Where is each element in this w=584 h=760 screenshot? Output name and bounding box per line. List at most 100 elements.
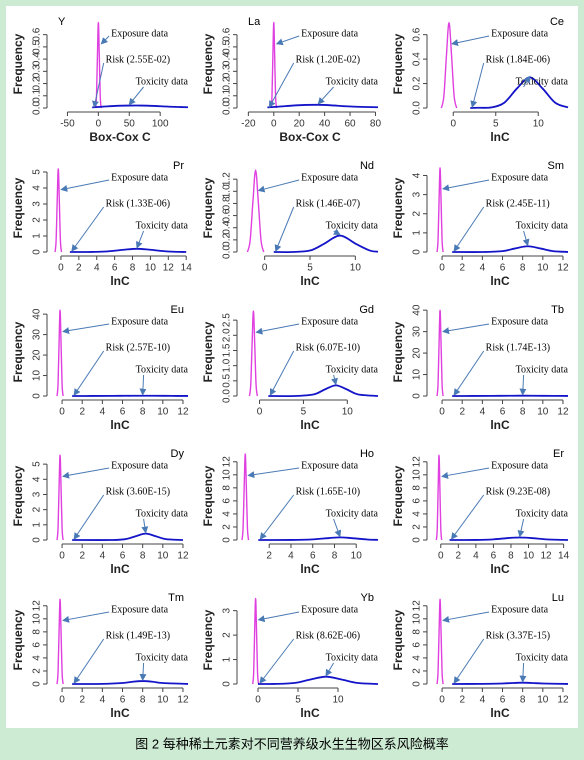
annotation: Exposure data xyxy=(301,172,358,183)
y-tick-label: 1.0 xyxy=(222,358,233,372)
y-tick-label: 0 xyxy=(222,537,233,543)
annotation: Exposure data xyxy=(491,604,548,615)
y-tick-label: 0.6 xyxy=(412,27,423,41)
density-curve xyxy=(452,681,569,685)
y-tick-label: 1 xyxy=(412,230,423,236)
annotation: Exposure data xyxy=(301,28,358,39)
y-tick-label: 2 xyxy=(412,524,423,530)
annotation-arrow xyxy=(453,350,485,396)
y-tick-label: 0.4 xyxy=(32,52,43,66)
x-tick-label: 5 xyxy=(493,119,499,130)
x-tick-label: 0 xyxy=(59,551,65,562)
x-tick-label: 5 xyxy=(295,695,301,706)
y-tick-label: 20 xyxy=(32,349,43,361)
x-tick-label: 12 xyxy=(541,551,553,562)
y-axis-label: Frequency xyxy=(201,177,215,238)
annotation: Risk (1.49E-13) xyxy=(106,630,170,641)
x-axis-label: Box-Cox C xyxy=(279,130,341,144)
annotation: Toxicity data xyxy=(326,76,379,87)
x-tick-label: 5 xyxy=(307,263,313,274)
density-curve xyxy=(435,454,443,541)
annotation: Toxicity data xyxy=(326,652,379,663)
y-axis-label: Frequency xyxy=(201,465,215,526)
x-tick-label: 6 xyxy=(120,695,126,706)
y-tick-label: 12 xyxy=(412,600,423,612)
annotation: Risk (3.37E-15) xyxy=(486,630,550,641)
y-tick-label: 1.5 xyxy=(222,343,233,357)
y-axis-label: Frequency xyxy=(11,321,25,382)
x-tick-label: 6 xyxy=(500,695,506,706)
annotation-arrow xyxy=(517,518,525,538)
x-tick-label: 8 xyxy=(520,407,526,418)
x-tick-label: 8 xyxy=(140,695,146,706)
density-curve xyxy=(273,234,379,254)
annotation-arrow xyxy=(470,62,485,108)
y-tick-label: 5 xyxy=(32,169,43,175)
annotation-arrow xyxy=(519,374,527,396)
y-tick-label: 8 xyxy=(222,485,233,491)
y-axis-label: Frequency xyxy=(11,33,25,94)
y-tick-label: 6 xyxy=(412,642,423,648)
y-tick-label: 20 xyxy=(412,347,423,359)
y-tick-label: 2.5 xyxy=(222,313,233,327)
subplot: 0 10 20 30 40 0 2 4 6 8 10 12 lnC Frequency EuExposure… xyxy=(11,304,189,432)
annotation-arrow xyxy=(453,638,485,684)
annotation-arrow xyxy=(332,228,341,236)
x-axis-label: lnC xyxy=(110,418,130,432)
density-curve xyxy=(470,76,569,109)
x-tick-label: 6 xyxy=(112,263,118,274)
annotation: Toxicity data xyxy=(516,220,569,231)
density-curve xyxy=(246,169,265,253)
annotation-arrow xyxy=(442,611,490,623)
x-tick-label: 8 xyxy=(140,551,146,562)
annotation: Risk (9.23E-08) xyxy=(486,486,550,497)
subplot-title: Er xyxy=(553,448,564,460)
annotation: Risk (3.60E-15) xyxy=(106,486,170,497)
annotation: Toxicity data xyxy=(136,508,189,519)
density-curve xyxy=(449,536,569,541)
annotation: Toxicity data xyxy=(326,364,379,375)
annotation: Risk (2.55E-02) xyxy=(106,54,170,65)
subplot-title: Tm xyxy=(168,592,184,604)
y-tick-label: 0.6 xyxy=(222,27,233,41)
subplot-title: Ho xyxy=(360,448,374,460)
annotation-arrow xyxy=(333,518,342,538)
annotation: Toxicity data xyxy=(326,220,379,231)
y-tick-label: 10 xyxy=(412,613,423,625)
x-tick-label: 8 xyxy=(520,263,526,274)
annotation: Exposure data xyxy=(491,316,548,327)
annotation: Exposure data xyxy=(111,316,168,327)
annotation: Exposure data xyxy=(301,316,358,327)
y-tick-label: 0.5 xyxy=(222,40,233,54)
y-tick-label: 10 xyxy=(32,613,43,625)
density-curve xyxy=(241,453,250,541)
x-tick-label: 0 xyxy=(439,695,445,706)
x-tick-label: 2 xyxy=(79,407,85,418)
subplot-title: Nd xyxy=(360,160,374,172)
x-tick-label: 0 xyxy=(58,263,64,274)
density-curve xyxy=(267,103,379,109)
x-tick-label: 10 xyxy=(157,551,169,562)
annotation: Exposure data xyxy=(301,460,358,471)
annotation-arrow xyxy=(275,35,300,46)
x-tick-label: 0 xyxy=(257,407,263,418)
x-tick-label: 6 xyxy=(120,407,126,418)
y-tick-label: 4 xyxy=(412,172,423,178)
annotation-arrow xyxy=(453,206,485,252)
caption: 图 2 每种稀土元素对不同营养级水生生物区系风险概率 xyxy=(135,736,448,751)
x-tick-label: 8 xyxy=(140,407,146,418)
x-tick-label: 10 xyxy=(342,407,354,418)
x-tick-label: 40 xyxy=(319,119,331,130)
y-tick-label: 1.0 xyxy=(222,184,233,198)
y-tick-label: 0.1 xyxy=(222,88,233,102)
x-tick-label: 2 xyxy=(456,551,462,562)
x-tick-label: 50 xyxy=(124,119,136,130)
annotation: Toxicity data xyxy=(136,76,189,87)
subplot-title: Gd xyxy=(359,304,374,316)
annotation-arrow xyxy=(62,467,110,479)
subplot-title: Yb xyxy=(361,592,374,604)
y-tick-label: 2 xyxy=(412,211,423,217)
annotation-arrow xyxy=(259,638,295,684)
